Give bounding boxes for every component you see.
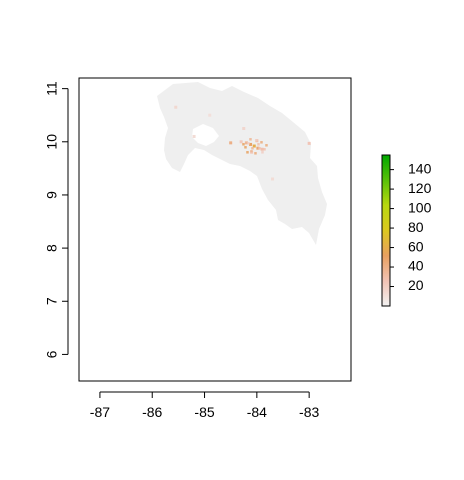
x-axis: -87 -86 -85 -84 -83 bbox=[90, 391, 319, 420]
legend-tick-label: 40 bbox=[408, 258, 424, 274]
hotspot-cell bbox=[271, 177, 275, 181]
hotspot-cell bbox=[244, 141, 248, 145]
hotspot-cell bbox=[251, 147, 254, 150]
hotspot-cell bbox=[208, 113, 212, 117]
hotspot-cell bbox=[249, 142, 253, 146]
hotspot-cell bbox=[256, 146, 260, 150]
hotspot-cell bbox=[252, 144, 256, 148]
hotspot-cell bbox=[249, 138, 252, 141]
legend-tick-label: 140 bbox=[408, 160, 432, 176]
plot-frame bbox=[78, 77, 352, 382]
hotspot-cell bbox=[258, 147, 261, 150]
legend-ticks: 20 40 60 80 100 120 140 bbox=[390, 160, 432, 293]
x-tick-label: -85 bbox=[194, 404, 214, 420]
hotspot-cell bbox=[263, 148, 266, 151]
hotspot-cell bbox=[244, 146, 247, 149]
hotspot-cell bbox=[246, 151, 249, 154]
x-tick-label: -86 bbox=[142, 404, 162, 420]
legend-tick-label: 80 bbox=[408, 219, 424, 235]
hotspot-cell bbox=[265, 144, 268, 147]
hotspot-cell bbox=[174, 105, 178, 109]
hotspot-cell bbox=[250, 150, 253, 153]
x-tick-label: -87 bbox=[90, 404, 110, 420]
nicoya-gulf bbox=[192, 124, 219, 146]
y-tick-label: 9 bbox=[44, 191, 60, 199]
hotspot-cell bbox=[260, 147, 264, 151]
hotspot-layer bbox=[174, 105, 311, 181]
color-legend: 20 40 60 80 100 120 140 bbox=[381, 154, 432, 307]
hotspot-cell bbox=[247, 142, 250, 145]
hotspot-cell bbox=[192, 134, 196, 138]
hotspot-cell bbox=[261, 151, 264, 154]
legend-tick-label: 100 bbox=[408, 199, 432, 215]
y-tick-label: 8 bbox=[44, 244, 60, 252]
x-tick-label: -83 bbox=[299, 404, 319, 420]
x-tick-label: -84 bbox=[247, 404, 267, 420]
y-axis: 6 7 8 9 10 11 bbox=[44, 81, 69, 358]
legend-colorbar bbox=[381, 154, 391, 307]
hotspot-cell bbox=[242, 143, 245, 146]
hotspot-cell bbox=[254, 152, 257, 155]
hotspot-cell bbox=[229, 141, 233, 145]
y-tick-label: 10 bbox=[44, 134, 60, 150]
hotspot-cell bbox=[239, 140, 243, 144]
hotspot-cell bbox=[307, 141, 311, 145]
y-tick-label: 6 bbox=[44, 350, 60, 358]
hotspot-cell bbox=[255, 139, 258, 142]
y-tick-label: 7 bbox=[44, 297, 60, 305]
legend-tick-label: 120 bbox=[408, 180, 432, 196]
hotspot-cell bbox=[242, 127, 246, 130]
y-tick-label: 11 bbox=[44, 81, 60, 96]
legend-tick-label: 60 bbox=[408, 238, 424, 254]
hotspot-cell bbox=[257, 143, 260, 146]
hotspot-cell bbox=[260, 141, 263, 144]
legend-tick-label: 20 bbox=[408, 277, 424, 293]
country-landmass bbox=[157, 82, 327, 245]
map-region bbox=[157, 82, 327, 245]
